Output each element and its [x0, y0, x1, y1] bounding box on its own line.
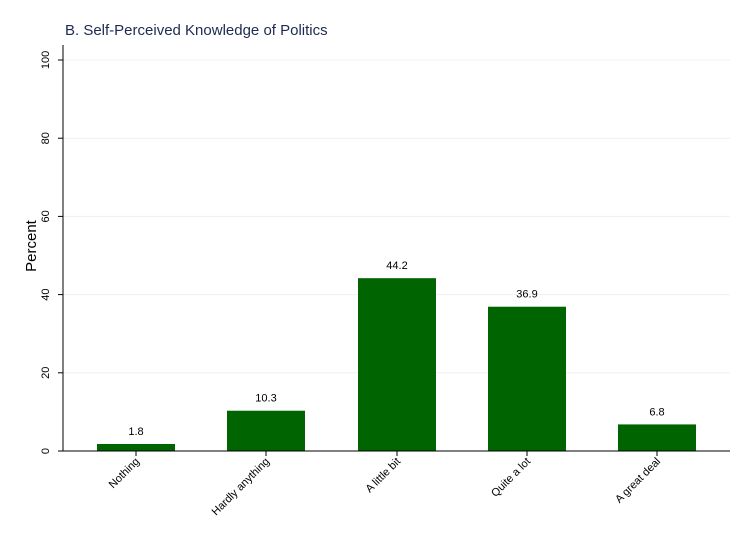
y-tick-label: 20	[40, 367, 52, 379]
bar-nothing	[97, 443, 175, 451]
bars	[97, 278, 696, 451]
y-tick-label: 0	[40, 448, 52, 454]
x-tick-label: Quite a lot	[489, 456, 533, 500]
y-tick-label: 40	[40, 288, 52, 300]
bar-hardly-anything	[227, 410, 305, 451]
y-tick-label: 80	[40, 132, 52, 144]
value-label: 6.8	[649, 406, 664, 418]
bar-a-great-deal	[618, 424, 696, 451]
x-tick-label: Hardly anything	[210, 456, 273, 519]
value-label: 44.2	[386, 260, 407, 272]
value-label: 10.3	[255, 393, 276, 405]
x-tick-label: A little bit	[364, 456, 404, 496]
x-tick-label: A great deal	[613, 456, 663, 506]
y-tick-label: 100	[40, 51, 52, 69]
axes	[58, 45, 730, 456]
y-tick-label: 60	[40, 210, 52, 222]
y-axis-label: Percent	[23, 219, 40, 272]
bar-a-little-bit	[358, 278, 436, 451]
gridlines	[63, 59, 730, 374]
value-label: 1.8	[128, 426, 143, 438]
bar-quite-a-lot	[488, 306, 566, 451]
x-tick-label: Nothing	[107, 456, 142, 491]
value-label: 36.9	[516, 289, 537, 301]
chart-title: B. Self-Perceived Knowledge of Politics	[65, 22, 328, 39]
